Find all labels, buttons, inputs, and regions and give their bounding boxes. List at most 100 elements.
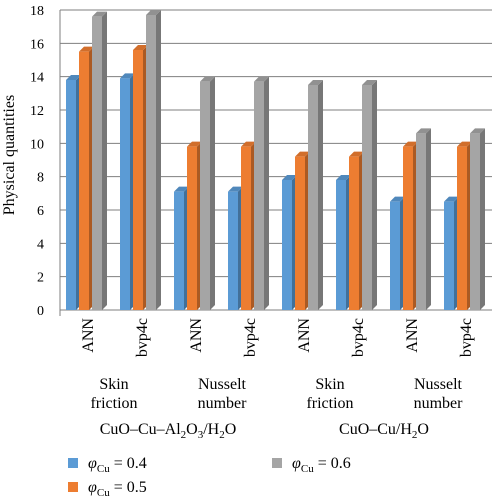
- bar-top: [403, 141, 418, 147]
- bar-top: [336, 175, 351, 180]
- quantity-group-label: friction: [90, 395, 137, 412]
- legend-label: φCu = 0.4: [88, 455, 147, 475]
- legend-swatch: [68, 482, 78, 492]
- bar-top: [133, 45, 148, 50]
- y-tick-label: 0: [37, 304, 44, 319]
- x-category-label: bvp4c: [458, 318, 475, 357]
- bar: [174, 186, 189, 310]
- x-category-label: ANN: [296, 318, 313, 353]
- bar-front: [308, 85, 318, 310]
- bar-front: [295, 156, 305, 310]
- bar-top: [66, 75, 81, 80]
- bar: [390, 196, 405, 310]
- bar-front: [349, 156, 359, 310]
- bar-front: [92, 16, 102, 311]
- bar-front: [241, 146, 251, 310]
- bar-front: [66, 80, 76, 310]
- x-category-label: bvp4c: [350, 318, 367, 357]
- bar-front: [403, 146, 413, 310]
- bar: [416, 128, 431, 310]
- bar-top: [416, 128, 431, 134]
- bar-top: [187, 141, 202, 147]
- quantity-group-label: number: [198, 395, 248, 412]
- bar-side: [264, 76, 269, 311]
- bar: [349, 151, 364, 310]
- bar-top: [470, 128, 485, 134]
- bar-top: [228, 186, 243, 192]
- bar-side: [156, 10, 161, 310]
- bars: [66, 10, 485, 311]
- bar-front: [282, 180, 292, 310]
- bar: [146, 10, 161, 310]
- bar: [200, 76, 215, 311]
- bar-top: [241, 141, 256, 147]
- bar-side: [210, 76, 215, 311]
- bar: [457, 141, 472, 310]
- bar-top: [390, 196, 405, 202]
- legend-swatch: [272, 458, 282, 468]
- y-tick-label: 18: [30, 4, 44, 19]
- bar-top: [295, 151, 310, 157]
- bar: [444, 196, 459, 310]
- bar: [470, 128, 485, 310]
- bar-front: [390, 201, 400, 310]
- bar-top: [174, 186, 189, 192]
- bar-front: [470, 133, 480, 310]
- bar: [187, 141, 202, 310]
- bar: [403, 141, 418, 310]
- y-tick-label: 12: [30, 104, 44, 119]
- y-tick-label: 16: [30, 37, 44, 52]
- bar-front: [120, 78, 130, 310]
- bar: [308, 80, 323, 310]
- legend-item: φCu = 0.6: [272, 455, 351, 475]
- bar-front: [228, 191, 238, 310]
- bar-front: [187, 146, 197, 310]
- bar-front: [457, 146, 467, 310]
- x-category-label: bvp4c: [242, 318, 259, 357]
- quantity-group-label: Nusselt: [198, 376, 247, 393]
- legend-label: φCu = 0.5: [88, 479, 147, 499]
- quantity-group-label: Skin: [99, 376, 128, 393]
- bar: [282, 175, 297, 310]
- bar-front: [146, 15, 156, 310]
- quantity-group-label: Nusselt: [414, 376, 463, 393]
- bar: [133, 45, 148, 310]
- bar-top: [282, 175, 297, 180]
- bar: [336, 175, 351, 310]
- x-category-label: ANN: [188, 318, 205, 353]
- bar-top: [444, 196, 459, 202]
- bar: [254, 76, 269, 311]
- bar-front: [444, 201, 454, 310]
- legend-item: φCu = 0.5: [68, 479, 147, 499]
- x-category-label: ANN: [404, 318, 421, 353]
- bar-side: [102, 11, 107, 311]
- x-category-labels: ANN bvp4c ANN bvp4c ANN bvp4c ANN bvp4c: [80, 318, 475, 358]
- y-tick-labels: 0 2 4 6 8 10 12 14 16 18: [30, 4, 44, 319]
- y-tick-label: 2: [37, 271, 44, 286]
- quantity-group-label: number: [414, 395, 464, 412]
- bar-top: [308, 80, 323, 85]
- x-category-label: ANN: [80, 318, 97, 353]
- legend-item: φCu = 0.4: [68, 455, 147, 475]
- bar-top: [457, 141, 472, 147]
- quantity-group-label: friction: [306, 395, 353, 412]
- bar-top: [254, 76, 269, 82]
- bar: [362, 80, 377, 310]
- bar-front: [416, 133, 426, 310]
- bar-front: [174, 191, 184, 310]
- bar-side: [318, 80, 323, 310]
- quantity-group-labels: Skin friction Nusselt number Skin friction Nus…: [90, 376, 463, 412]
- bar: [79, 46, 94, 311]
- fluid-group-label: CuO–Cu–Al2O3/H2O: [100, 421, 237, 441]
- bar-top: [349, 151, 364, 157]
- y-axis-label: Physical quantities: [1, 95, 18, 215]
- fluid-group-label: CuO–Cu/H2O: [339, 421, 429, 441]
- bar-front: [362, 85, 372, 310]
- bar-front: [133, 50, 143, 310]
- bar: [295, 151, 310, 310]
- legend-swatch: [68, 458, 78, 468]
- bar-front: [254, 81, 264, 311]
- bar-top: [120, 73, 135, 79]
- bar-top: [79, 46, 94, 52]
